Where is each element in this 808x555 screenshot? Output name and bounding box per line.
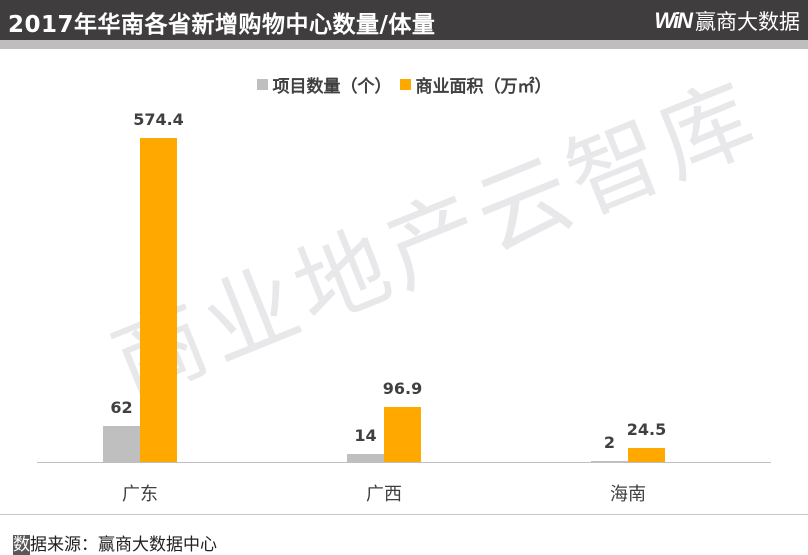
bar-area (140, 138, 177, 462)
legend: 项目数量（个） 商业面积（万㎡） (0, 72, 808, 97)
value-label-count: 2 (603, 433, 616, 452)
bar-count (103, 426, 140, 462)
x-axis-line (37, 462, 771, 463)
brand: WiN 赢商大数据 (654, 6, 800, 36)
value-label-count: 62 (110, 398, 133, 417)
legend-swatch-area-icon (399, 79, 411, 90)
value-label-area: 574.4 (133, 110, 184, 129)
value-label-area: 24.5 (626, 420, 667, 439)
category-label: 广西 (366, 484, 402, 505)
brand-name: 赢商大数据 (695, 10, 800, 34)
bar-area (628, 448, 665, 462)
legend-label-area: 商业面积（万㎡） (415, 77, 552, 97)
chart-title: 2017年华南各省新增购物中心数量/体量 (8, 12, 436, 38)
brand-logo-icon: WiN (654, 8, 693, 33)
legend-label-count: 项目数量（个） (272, 77, 392, 97)
category-label: 广东 (122, 484, 158, 505)
legend-item-count: 项目数量（个） (256, 72, 392, 97)
data-source-text: 据来源：赢商大数据中心 (30, 535, 217, 555)
footer-divider (0, 514, 808, 515)
header-stripe (0, 40, 808, 49)
bar-count (591, 461, 628, 462)
legend-item-area: 商业面积（万㎡） (399, 72, 552, 97)
data-source-highlight: 数 (13, 535, 30, 555)
data-source: 数据来源：赢商大数据中心 (13, 530, 217, 555)
value-label-count: 14 (354, 426, 377, 445)
bar-count (347, 454, 384, 462)
bar-area (384, 407, 421, 462)
legend-swatch-count-icon (256, 79, 268, 90)
category-label: 海南 (610, 484, 646, 505)
value-label-area: 96.9 (382, 379, 423, 398)
header-bar: 2017年华南各省新增购物中心数量/体量 WiN 赢商大数据 (0, 0, 808, 40)
